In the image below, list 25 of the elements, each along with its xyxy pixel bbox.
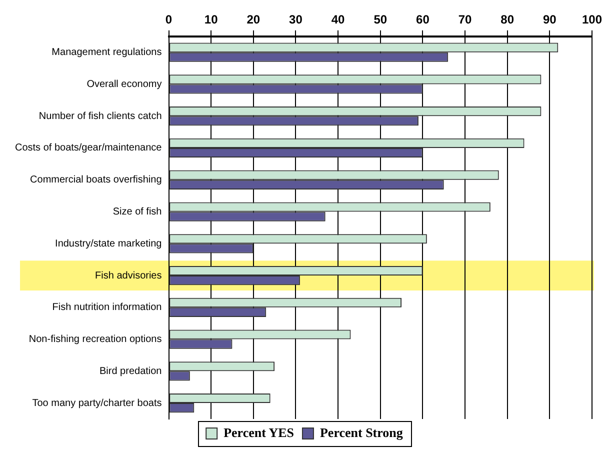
legend-label: Percent Strong <box>320 424 404 440</box>
x-tick-label: 0 <box>165 12 172 27</box>
y-tick-label: Number of fish clients catch <box>38 110 162 122</box>
y-tick-label: Size of fish <box>112 206 162 218</box>
x-tick-label: 100 <box>582 12 602 27</box>
legend-label: Percent YES <box>224 424 294 440</box>
x-tick-label: 20 <box>246 12 260 27</box>
y-tick-label: Overall economy <box>86 78 162 90</box>
x-tick-label: 50 <box>374 12 388 27</box>
y-tick-label: Non-fishing recreation options <box>28 334 162 346</box>
x-tick-label: 90 <box>542 12 557 27</box>
y-tick-label: Management regulations <box>52 47 162 58</box>
y-tick-label: Bird predation <box>99 366 162 377</box>
y-tick-label: Commercial boats overfishing <box>30 174 162 186</box>
y-tick-label: Too many party/charter boats <box>32 398 162 409</box>
x-tick-label: 60 <box>416 12 430 27</box>
y-tick-label: Industry/state marketing <box>55 238 162 250</box>
x-tick-label: 10 <box>204 12 218 27</box>
y-tick-label: Costs of boats/gear/maintenance <box>14 142 162 154</box>
x-tick-label: 70 <box>458 12 472 27</box>
x-tick-label: 80 <box>500 12 514 27</box>
x-tick-label: 30 <box>289 12 303 27</box>
x-tick-label: 40 <box>331 12 346 27</box>
y-tick-label: Fish advisories <box>95 270 162 282</box>
y-tick-label: Fish nutrition information <box>52 302 162 314</box>
